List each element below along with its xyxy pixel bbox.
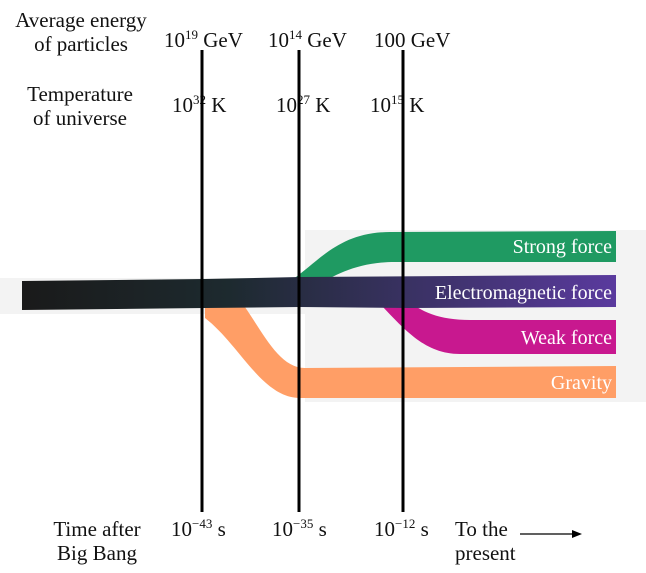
- energy-row-label: Average energy of particles: [15, 8, 147, 56]
- time-value-2: 10−35 s: [272, 516, 327, 541]
- gravity-band: [205, 300, 616, 398]
- time-row-label: Time after Big Bang: [53, 517, 141, 565]
- weak-force-label: Weak force: [521, 327, 612, 349]
- energy-value-3: 100 GeV: [374, 28, 451, 52]
- temperature-value-1: 1032 K: [172, 92, 227, 117]
- electromagnetic-force-label: Electromagnetic force: [435, 282, 612, 304]
- time-value-1: 10−43 s: [171, 516, 226, 541]
- present-label: To the present: [455, 517, 516, 565]
- weak-force-band: [375, 296, 616, 354]
- strong-force-label: Strong force: [513, 236, 613, 258]
- temperature-row-label: Temperature of universe: [27, 82, 133, 130]
- temperature-value-3: 1015 K: [370, 92, 425, 117]
- gravity-label: Gravity: [551, 372, 612, 394]
- present-arrow-icon: [572, 530, 582, 538]
- energy-value-1: 1019 GeV: [164, 27, 243, 52]
- electromagnetic-band: [22, 275, 616, 310]
- energy-value-2: 1014 GeV: [268, 27, 347, 52]
- time-value-3: 10−12 s: [374, 516, 429, 541]
- strong-force-band: [292, 231, 616, 285]
